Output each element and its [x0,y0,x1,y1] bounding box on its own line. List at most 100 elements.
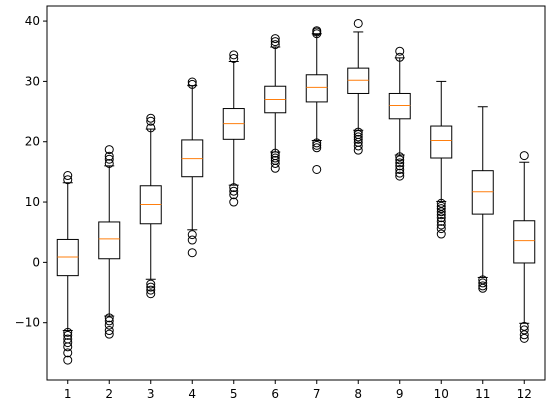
outlier-point [436,210,446,220]
outlier-point [519,151,529,161]
outlier-point [146,113,156,123]
outlier-point [270,37,280,47]
x-tick-label: 5 [230,387,238,401]
x-tick-label: 6 [271,387,279,401]
box-group-1 [56,171,79,365]
x-tick-label: 11 [475,387,490,401]
outlier-point [436,224,446,234]
outlier-point [436,207,446,217]
outlier-point [270,34,280,44]
outlier-point [270,40,280,50]
outlier-point [229,183,239,193]
box-group-9 [388,46,411,181]
outlier-point [478,281,488,291]
box-group-6 [264,34,287,173]
iqr-box [471,170,494,215]
x-tick-label: 8 [354,387,362,401]
outlier-point [270,148,280,158]
iqr-box [305,74,328,103]
outlier-point [229,197,239,207]
outlier-point [187,77,197,87]
outlier-point [104,326,114,336]
x-tick-label: 1 [64,387,72,401]
plot-area [56,18,536,365]
box-group-2 [98,145,121,339]
y-tick-label: −10 [15,316,40,330]
outlier-point [353,18,363,28]
y-tick-label: 20 [25,135,40,149]
outlier-point [187,230,197,240]
outlier-point [270,153,280,163]
outlier-point [395,152,405,162]
outlier-point [395,168,405,178]
outlier-point [104,151,114,161]
outlier-point [229,186,239,196]
box-group-3 [139,113,162,299]
outlier-point [312,143,322,153]
outlier-point [146,289,156,299]
outlier-point [229,53,239,63]
iqr-box [430,125,453,159]
outlier-point [395,52,405,62]
box-group-7 [305,26,328,174]
x-tick-label: 3 [147,387,155,401]
box-group-8 [347,18,370,155]
box-group-5 [222,50,245,207]
outlier-point [353,132,363,142]
outlier-point [270,163,280,173]
outlier-point [312,140,322,150]
y-tick-label: 30 [25,74,40,88]
box-group-12 [513,151,536,343]
outlier-point [146,116,156,126]
outlier-point [436,229,446,239]
y-tick-label: 10 [25,195,40,209]
outlier-point [104,154,114,164]
axes-frame [46,5,546,381]
outlier-point [63,171,73,181]
outlier-point [104,316,114,326]
outlier-point [270,158,280,168]
x-tick-label: 9 [396,387,404,401]
outlier-point [312,29,322,39]
outlier-point [395,158,405,168]
outlier-point [187,235,197,245]
outlier-point [353,127,363,137]
box-group-10 [430,80,453,239]
outlier-point [63,342,73,352]
outlier-point [312,138,322,148]
iqr-box [347,67,370,94]
outlier-point [395,171,405,181]
outlier-point [395,161,405,171]
outlier-point [63,355,73,365]
outlier-point [436,216,446,226]
x-tick-label: 10 [434,387,449,401]
outlier-point [187,79,197,89]
outlier-point [63,330,73,340]
outlier-point [146,285,156,295]
outlier-point [146,282,156,292]
outlier-point [146,279,156,289]
outlier-point [229,50,239,60]
outlier-point [519,333,529,343]
outlier-point [229,190,239,200]
x-tick-label: 2 [105,387,113,401]
outlier-point [478,278,488,288]
outlier-point [63,175,73,185]
outlier-point [104,158,114,168]
outlier-point [104,329,114,339]
outlier-point [478,283,488,293]
outlier-point [146,123,156,133]
iqr-box [98,221,121,260]
outlier-point [104,313,114,323]
iqr-box [388,92,411,120]
outlier-point [395,164,405,174]
iqr-box [56,238,79,277]
outlier-point [63,348,73,358]
box-group-4 [181,77,204,258]
x-tick-label: 12 [517,387,532,401]
x-tick-label: 4 [188,387,196,401]
outlier-point [436,213,446,223]
outlier-point [353,141,363,151]
